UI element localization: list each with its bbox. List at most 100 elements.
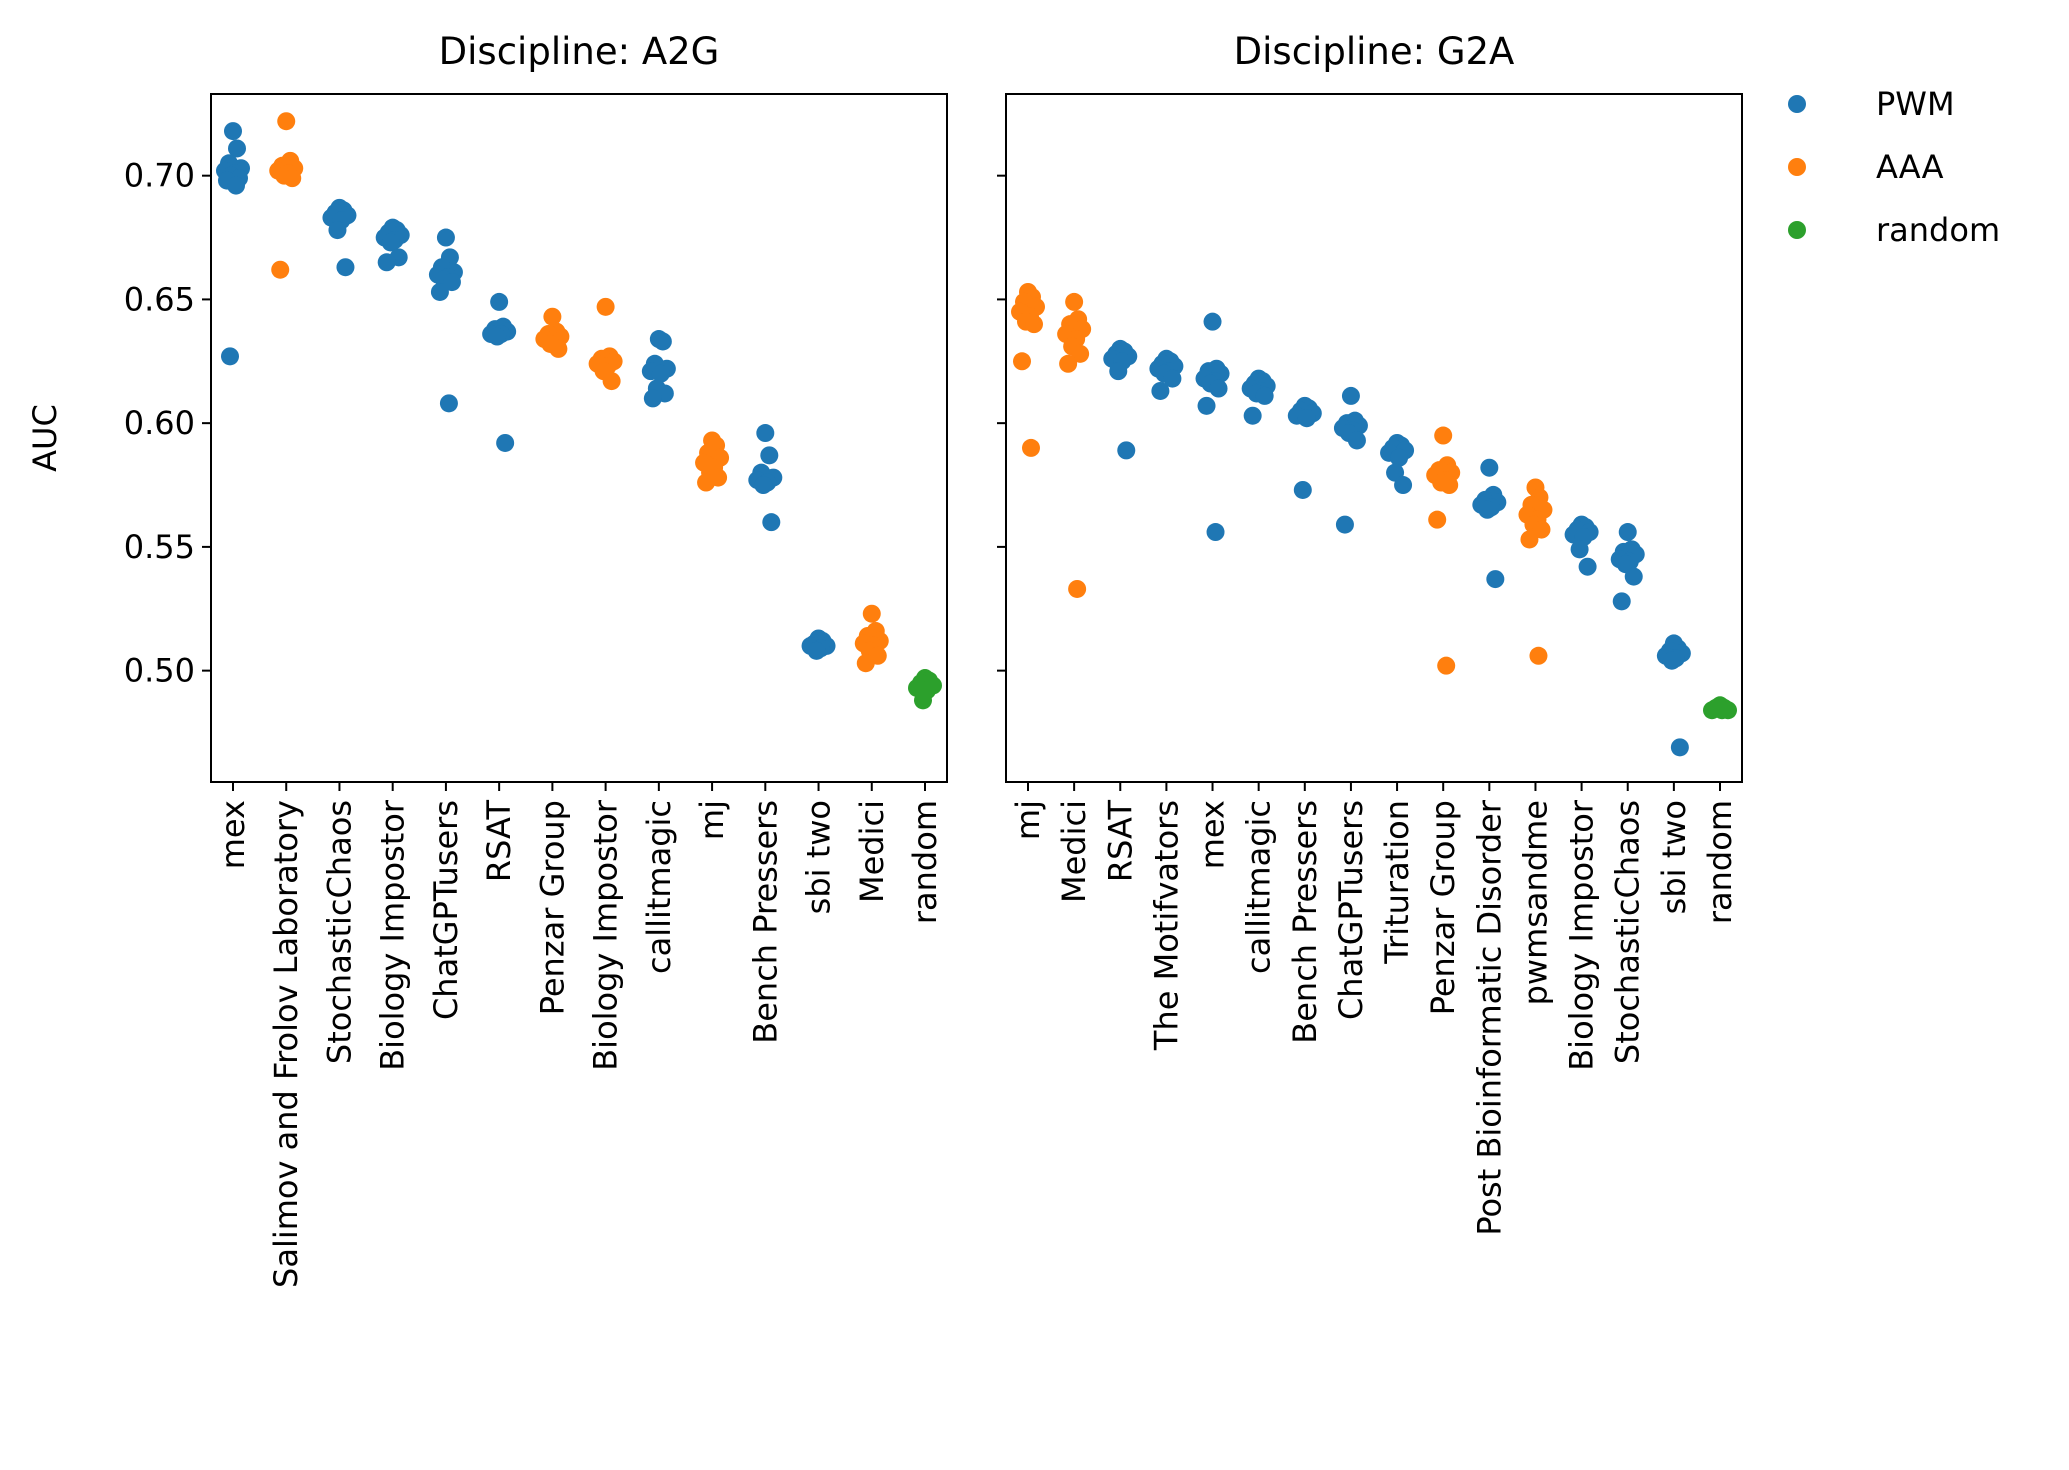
x-tick-label: StochasticChaos: [320, 800, 358, 1064]
data-point-AAA: [697, 473, 716, 492]
x-tick-label: Trituration: [1378, 800, 1416, 965]
data-point-AAA: [1440, 476, 1459, 495]
chart-panel-1: Discipline: A2G 0.50 0.55 0.60 0.65 0.70 AUC me…: [26, 30, 948, 1288]
x-tick-label: ChatGPTusers: [427, 800, 465, 1020]
data-point-AAA: [1071, 344, 1090, 363]
x-tick-label: sbi two: [1655, 800, 1693, 914]
data-point-PWM: [754, 476, 773, 495]
data-point-PWM: [381, 233, 400, 252]
data-point-AAA: [602, 372, 621, 391]
data-point-PWM: [643, 389, 662, 408]
data-point-PWM: [430, 282, 449, 301]
x-tick-label: ChatGPTusers: [1332, 800, 1370, 1020]
data-point-PWM: [807, 641, 826, 660]
data-point-PWM: [1624, 567, 1643, 586]
data-point-PWM: [436, 228, 455, 247]
data-point-PWM: [762, 513, 781, 532]
data-point-AAA: [1013, 352, 1031, 371]
data-point-AAA: [1428, 510, 1447, 529]
y-tick-label: 0.65: [124, 280, 195, 318]
x-tick-label: random: [906, 800, 944, 924]
data-point-PWM: [228, 139, 246, 158]
data-point-PWM: [1578, 557, 1597, 576]
data-point-AAA: [1434, 426, 1453, 445]
data-point-PWM: [1341, 386, 1360, 405]
legend-marker-random: [1788, 221, 1806, 239]
x-tick-label: RSAT: [480, 800, 518, 883]
chart-title: Discipline: G2A: [1234, 30, 1515, 73]
data-point-PWM: [439, 394, 458, 413]
data-point-PWM: [442, 273, 461, 292]
data-point-PWM: [1209, 379, 1228, 398]
data-point-AAA: [596, 297, 615, 316]
data-point-PWM: [1486, 570, 1505, 589]
legend: PWM AAA random: [1788, 85, 2000, 249]
x-tick-label: Bench Pressers: [746, 800, 784, 1044]
data-point-PWM: [490, 292, 509, 311]
data-point-PWM: [1243, 406, 1262, 425]
data-point-PWM: [377, 253, 396, 272]
legend-label: random: [1876, 211, 2000, 249]
x-tick-label: pwmsandme: [1516, 800, 1554, 1005]
data-point-AAA: [543, 307, 562, 326]
x-tick-label: mj: [693, 800, 731, 840]
data-point-PWM: [1206, 523, 1225, 542]
data-point-PWM: [1394, 476, 1413, 495]
plot-frame: [210, 93, 948, 783]
data-point-PWM: [1478, 500, 1497, 519]
data-point-AAA: [1059, 354, 1078, 373]
data-point-PWM: [1203, 312, 1222, 331]
x-tick-label: Biology Impostor: [587, 799, 625, 1071]
data-point-AAA: [1065, 292, 1084, 311]
y-tick-label: 0.50: [124, 652, 195, 690]
data-point-PWM: [651, 364, 670, 383]
x-tick-label: Penzar Group: [533, 800, 571, 1015]
data-point-PWM: [227, 176, 245, 195]
x-tick-label: Post Bioinformatic Disorder: [1470, 799, 1508, 1236]
data-point-PWM: [1197, 396, 1216, 415]
data-point-PWM: [1347, 431, 1366, 450]
data-point-AAA: [277, 112, 296, 131]
data-point-PWM: [488, 327, 507, 346]
data-point-AAA: [1529, 646, 1548, 665]
data-point-AAA: [549, 339, 568, 358]
chart-title: Discipline: A2G: [439, 30, 720, 73]
data-point-AAA: [1025, 315, 1043, 334]
data-point-AAA: [856, 654, 875, 673]
data-point-random: [1713, 701, 1731, 720]
data-point-PWM: [756, 424, 775, 443]
data-point-PWM: [1151, 381, 1170, 400]
data-point-PWM: [1297, 409, 1316, 428]
data-point-AAA: [1437, 656, 1456, 675]
x-tick-label: mex: [1194, 800, 1232, 869]
x-tick-label: mex: [214, 800, 252, 869]
data-point-PWM: [496, 433, 515, 452]
data-point-PWM: [1662, 651, 1681, 670]
data-point-PWM: [1163, 369, 1182, 388]
x-tick-label: RSAT: [1101, 800, 1139, 883]
data-point-AAA: [283, 169, 302, 188]
legend-label: AAA: [1876, 148, 1944, 186]
y-tick-label: 0.55: [124, 528, 195, 566]
legend-marker-AAA: [1788, 158, 1806, 176]
data-point-AAA: [1068, 579, 1087, 598]
x-tick-label: Medici: [853, 800, 891, 903]
x-tick-label: The Motifvators: [1147, 800, 1185, 1051]
data-point-PWM: [336, 258, 355, 277]
x-tick-label: Medici: [1055, 800, 1093, 903]
data-point-PWM: [653, 332, 672, 351]
data-point-PWM: [1390, 448, 1409, 467]
legend-label: PWM: [1876, 85, 1955, 123]
data-point-PWM: [1255, 386, 1274, 405]
x-tick-label: callitmagic: [640, 800, 678, 974]
x-tick-label: Salimov and Frolov Laboratory: [267, 800, 305, 1288]
y-axis-label: AUC: [26, 404, 64, 472]
x-tick-label: random: [1701, 800, 1739, 924]
data-point-PWM: [224, 122, 242, 141]
y-tick-label: 0.60: [124, 404, 195, 442]
x-tick-label: Bench Pressers: [1286, 800, 1324, 1044]
chart-panel-2: Discipline: G2A mj Medici RSAT The Motifvato…: [997, 30, 1743, 1236]
data-point-PWM: [1612, 592, 1631, 611]
x-tick-label: Penzar Group: [1424, 800, 1462, 1015]
data-point-PWM: [1670, 738, 1689, 757]
